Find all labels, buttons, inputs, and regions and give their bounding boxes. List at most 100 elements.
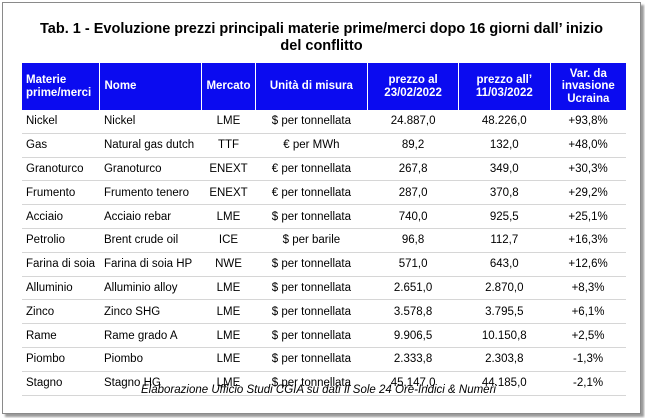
header-prezzo2-line-2: 11/03/2022 <box>475 86 533 99</box>
table-row: Piombo Piombo LME $ per tonnellata 2.333,8 2.… <box>22 347 626 372</box>
cell-unita: $ per tonnellata <box>255 252 368 277</box>
cell-unita: $ per tonnellata <box>255 204 368 229</box>
cell-mercato: TTF <box>201 133 256 158</box>
cell-mercato: LME <box>201 347 256 372</box>
cell-prezzo-11-03: 132,0 <box>458 133 551 158</box>
title-line-2: del conflitto <box>280 38 363 54</box>
cell-materia: Alluminio <box>22 276 100 301</box>
table-title: Tab. 1 - Evoluzione prezzi principali ma… <box>3 21 640 55</box>
cell-prezzo-11-03: 643,0 <box>458 252 551 277</box>
header-prezzo-11-03: prezzo all’ 11/03/2022 <box>457 63 551 110</box>
cell-unita: € per tonnellata <box>255 180 368 206</box>
cell-mercato: LME <box>201 299 256 325</box>
cell-mercato: LME <box>201 204 256 229</box>
cell-nome: Frumento tenero <box>99 180 202 206</box>
cell-prezzo-23-02: 45.147,0 <box>367 371 459 396</box>
cell-prezzo-23-02: 571,0 <box>367 252 459 277</box>
cell-prezzo-11-03: 10.150,8 <box>458 323 551 348</box>
cell-nome: Nickel <box>99 110 202 134</box>
prices-table: Materie prime/merci Nome Mercato Unità d… <box>22 63 626 396</box>
cell-prezzo-23-02: 287,0 <box>367 180 459 206</box>
cell-variazione: +93,8% <box>550 110 626 134</box>
table-row: Farina di soia Farina di soia HP NWE $ per … <box>22 252 626 277</box>
header-prezzo1-line-2: 23/02/2022 <box>384 86 442 99</box>
cell-nome: Rame grado A <box>99 323 202 348</box>
cell-materia: Granoturco <box>22 157 100 182</box>
cell-unita: $ per tonnellata <box>255 110 368 134</box>
cell-mercato: ENEXT <box>201 157 256 182</box>
cell-prezzo-23-02: 2.333,8 <box>367 347 459 372</box>
header-prezzo2-line-1: prezzo all’ <box>476 74 533 86</box>
cell-variazione: +25,1% <box>550 204 626 229</box>
cell-variazione: +29,2% <box>550 180 626 206</box>
header-variazione: Var. da invasione Ucraina <box>549 63 626 110</box>
cell-unita: € per tonnellata <box>255 157 368 182</box>
header-row: Materie prime/merci Nome Mercato Unità d… <box>22 63 626 110</box>
cell-unita: $ per tonnellata <box>255 347 368 372</box>
table-row: Frumento Frumento tenero ENEXT € per tonnel… <box>22 180 626 206</box>
cell-prezzo-11-03: 370,8 <box>458 180 551 206</box>
cell-mercato: ICE <box>201 228 256 253</box>
cell-variazione: +30,3% <box>550 157 626 182</box>
source-footnote: Elaborazione Ufficio Studi CGIA su dati … <box>141 384 496 396</box>
cell-variazione: +6,1% <box>550 299 626 325</box>
cell-prezzo-11-03: 112,7 <box>458 228 551 253</box>
cell-unita: $ per tonnellata <box>255 276 368 301</box>
cell-unita: $ per tonnellata <box>255 371 368 396</box>
table-row: Granoturco Granoturco ENEXT € per tonnellat… <box>22 157 626 182</box>
cell-prezzo-11-03: 44.185,0 <box>458 371 551 396</box>
cell-materia: Frumento <box>22 180 100 206</box>
cell-prezzo-23-02: 740,0 <box>367 204 459 229</box>
header-mercato: Mercato <box>201 63 256 110</box>
cell-prezzo-23-02: 89,2 <box>367 133 459 158</box>
header-nome: Nome <box>99 63 202 110</box>
cell-unita: € per MWh <box>255 133 368 158</box>
table-row: Rame Rame grado A LME $ per tonnellata 9.906… <box>22 323 626 348</box>
cell-materia: Rame <box>22 323 100 348</box>
table-row: Alluminio Alluminio alloy LME $ per tonnell… <box>22 276 626 301</box>
cell-materia: Stagno <box>22 371 100 396</box>
cell-nome: Farina di soia HP <box>99 252 202 277</box>
cell-prezzo-11-03: 2.303,8 <box>458 347 551 372</box>
cell-nome: Brent crude oil <box>99 228 202 253</box>
table-row: Nickel Nickel LME $ per tonnellata 24.887,0 4… <box>22 110 626 134</box>
table-row: Gas Natural gas dutch TTF € per MWh 89,2 132,… <box>22 133 626 158</box>
table-row: Zinco Zinco SHG LME $ per tonnellata 3.578,8… <box>22 299 626 325</box>
cell-nome: Alluminio alloy <box>99 276 202 301</box>
title-line-1: Tab. 1 - Evoluzione prezzi principali ma… <box>40 21 603 37</box>
cell-prezzo-11-03: 349,0 <box>458 157 551 182</box>
header-prezzo1-line-1: prezzo al <box>388 74 438 86</box>
cell-nome: Stagno HG <box>99 371 202 396</box>
cell-materia: Piombo <box>22 347 100 372</box>
cell-variazione: +2,5% <box>550 323 626 348</box>
table-row: Acciaio Acciaio rebar LME $ per tonnellata 7… <box>22 204 626 229</box>
cell-mercato: NWE <box>201 252 256 277</box>
cell-prezzo-23-02: 2.651,0 <box>367 276 459 301</box>
cell-variazione: -2,1% <box>550 371 626 396</box>
cell-prezzo-23-02: 24.887,0 <box>367 110 459 134</box>
cell-variazione: +48,0% <box>550 133 626 158</box>
cell-materia: Petrolio <box>22 228 100 253</box>
table-row: Petrolio Brent crude oil ICE $ per barile 96… <box>22 228 626 253</box>
header-materie: Materie prime/merci <box>22 63 100 110</box>
cell-unita: $ per tonnellata <box>255 323 368 348</box>
cell-prezzo-23-02: 267,8 <box>367 157 459 182</box>
header-var-line-3: Ucraina <box>567 92 610 105</box>
cell-variazione: +8,3% <box>550 276 626 301</box>
cell-nome: Zinco SHG <box>99 299 202 325</box>
cell-unita: $ per barile <box>255 228 368 253</box>
header-var-line-2: invasione <box>561 80 615 93</box>
cell-mercato: LME <box>201 110 256 134</box>
cell-prezzo-11-03: 925,5 <box>458 204 551 229</box>
cell-materia: Gas <box>22 133 100 158</box>
cell-variazione: -1,3% <box>550 347 626 372</box>
cell-nome: Acciaio rebar <box>99 204 202 229</box>
cell-prezzo-23-02: 9.906,5 <box>367 323 459 348</box>
cell-prezzo-23-02: 3.578,8 <box>367 299 459 325</box>
cell-prezzo-23-02: 96,8 <box>367 228 459 253</box>
header-var-line-1: Var. da <box>569 67 607 80</box>
cell-mercato: LME <box>201 276 256 301</box>
cell-mercato: LME <box>201 371 256 396</box>
table-row: Stagno Stagno HG LME $ per tonnellata 45.147… <box>22 371 626 396</box>
cell-materia: Zinco <box>22 299 100 325</box>
